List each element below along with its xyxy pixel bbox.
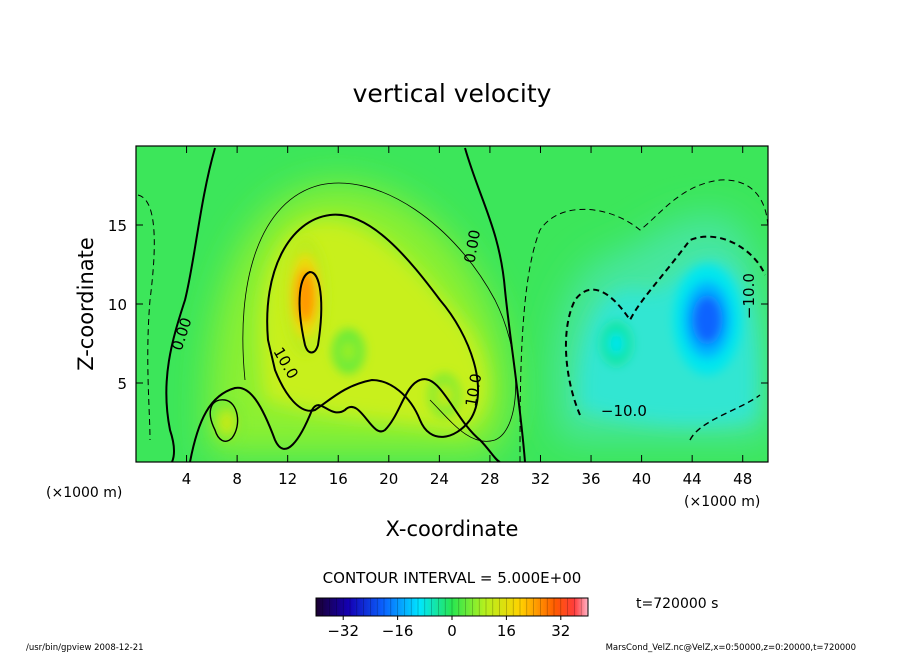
x-tick-label: 24 bbox=[430, 470, 449, 488]
extremum-updraft-3-2 bbox=[341, 341, 356, 362]
colorbar-tick-label: −32 bbox=[327, 622, 359, 640]
colorbar-tick-label: 16 bbox=[497, 622, 516, 640]
colorbar: −32 −16 0 16 32 bbox=[315, 597, 589, 640]
y-tick-label: 5 bbox=[117, 375, 127, 393]
contour-lines bbox=[137, 147, 768, 462]
x-tick-label: 16 bbox=[329, 470, 348, 488]
x-tick-label: 48 bbox=[733, 470, 752, 488]
x-tick-label: 40 bbox=[632, 470, 651, 488]
x-unit-left: (×1000 m) bbox=[46, 485, 122, 501]
x-tick-label: 36 bbox=[581, 470, 600, 488]
chart-title: vertical velocity bbox=[353, 79, 552, 108]
footer-left: /usr/bin/gpview 2008-12-21 bbox=[26, 643, 144, 653]
colorbar-tick-label: 0 bbox=[447, 622, 457, 640]
x-axis: 4 8 12 16 20 24 28 32 36 40 44 48 bbox=[182, 146, 752, 488]
colorbar-tick-label: −16 bbox=[382, 622, 414, 640]
x-tick-label: 12 bbox=[278, 470, 297, 488]
contour-fifteen-core bbox=[298, 270, 323, 354]
contour-label: 10.0 bbox=[462, 372, 486, 408]
contour-zero-left bbox=[165, 147, 216, 462]
colorbar-tick-label: 32 bbox=[551, 622, 570, 640]
extremum-updraft-0-2 bbox=[295, 269, 316, 324]
colorbar-stripes bbox=[322, 598, 582, 616]
x-axis-label: X-coordinate bbox=[386, 517, 519, 541]
extremum-updraft-1-2 bbox=[219, 412, 235, 433]
extremum-downdraft-4-2 bbox=[692, 295, 723, 345]
contour-zero-inner bbox=[189, 378, 501, 462]
x-tick-label: 4 bbox=[182, 470, 192, 488]
x-tick-label: 44 bbox=[683, 470, 702, 488]
contour-thin-outer bbox=[242, 182, 517, 442]
y-axis: 5 10 15 bbox=[108, 217, 768, 393]
contour-label: 0.00 bbox=[461, 228, 485, 264]
contour-negative-lower bbox=[689, 394, 761, 441]
contour-label: −10.0 bbox=[740, 273, 758, 319]
x-tick-label: 28 bbox=[480, 470, 499, 488]
contour-label: −10.0 bbox=[601, 402, 647, 420]
contour-negative-outer bbox=[519, 179, 768, 462]
contour-small-updraft bbox=[209, 399, 239, 442]
colorbar-ticks: −32 −16 0 16 32 bbox=[327, 616, 570, 640]
extremum-downdraft-5-2 bbox=[609, 333, 624, 354]
y-tick-label: 15 bbox=[108, 217, 127, 235]
y-tick-label: 10 bbox=[108, 296, 127, 314]
x-tick-label: 20 bbox=[379, 470, 398, 488]
time-text: t=720000 s bbox=[636, 596, 718, 612]
contour-negative-left-edge bbox=[137, 194, 155, 441]
footer-right: MarsCond_VelZ.nc@VelZ,x=0:50000,z=0:2000… bbox=[606, 643, 856, 653]
x-tick-label: 32 bbox=[531, 470, 550, 488]
contour-ten-main bbox=[266, 213, 479, 438]
x-tick-label: 8 bbox=[232, 470, 242, 488]
x-unit-right: (×1000 m) bbox=[684, 494, 760, 510]
contour-interval-text: CONTOUR INTERVAL = 5.000E+00 bbox=[323, 569, 582, 587]
colorbar-ramp bbox=[316, 598, 588, 616]
y-axis-label: Z-coordinate bbox=[74, 237, 98, 371]
contour-zero-right bbox=[464, 147, 526, 462]
